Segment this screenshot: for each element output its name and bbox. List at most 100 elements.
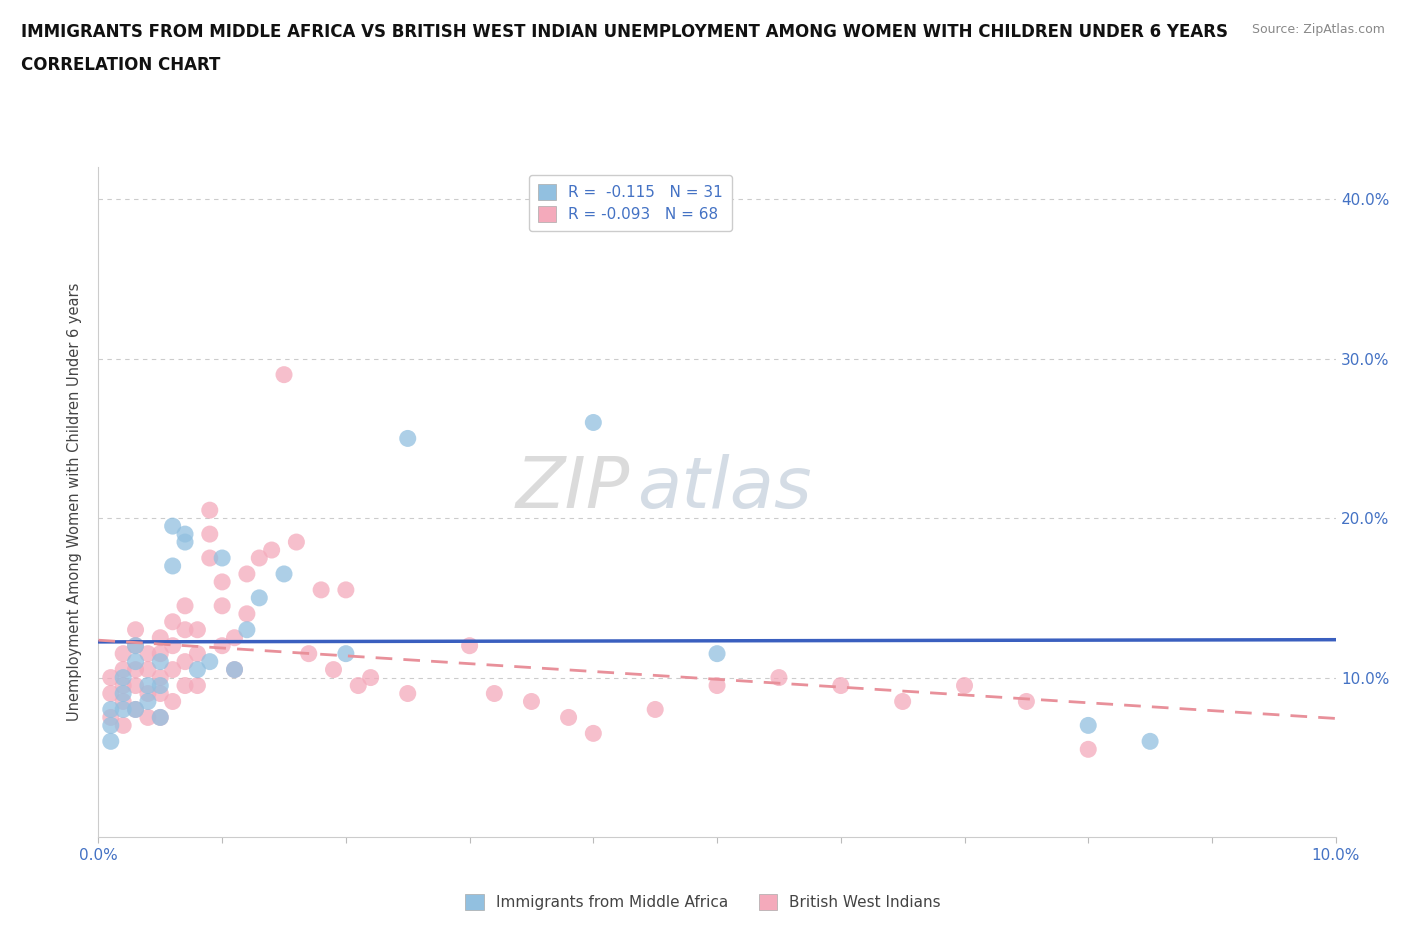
Point [706, 646, 728, 661]
Point [830, 678, 852, 693]
Point [211, 598, 233, 613]
Point [162, 615, 184, 630]
Point [112, 718, 135, 733]
Point [112, 702, 135, 717]
Point [186, 662, 208, 677]
Point [335, 582, 357, 597]
Point [211, 638, 233, 653]
Point [224, 662, 246, 677]
Point [100, 710, 122, 724]
Point [236, 622, 259, 637]
Point [224, 631, 246, 645]
Point [260, 542, 283, 557]
Point [273, 566, 295, 581]
Point [484, 686, 506, 701]
Point [124, 702, 146, 717]
Point [149, 671, 172, 685]
Point [124, 662, 146, 677]
Point [198, 551, 221, 565]
Point [174, 535, 197, 550]
Point [136, 710, 159, 724]
Point [198, 654, 221, 669]
Point [520, 694, 543, 709]
Point [891, 694, 914, 709]
Point [149, 686, 172, 701]
Point [149, 678, 172, 693]
Text: IMMIGRANTS FROM MIDDLE AFRICA VS BRITISH WEST INDIAN UNEMPLOYMENT AMONG WOMEN WI: IMMIGRANTS FROM MIDDLE AFRICA VS BRITISH… [21, 23, 1227, 41]
Point [198, 503, 221, 518]
Point [322, 662, 344, 677]
Point [124, 702, 146, 717]
Point [360, 671, 382, 685]
Point [136, 646, 159, 661]
Point [198, 526, 221, 541]
Point [1077, 742, 1099, 757]
Text: CORRELATION CHART: CORRELATION CHART [21, 56, 221, 73]
Point [1077, 718, 1099, 733]
Point [298, 646, 321, 661]
Point [335, 646, 357, 661]
Point [247, 551, 270, 565]
Point [236, 606, 259, 621]
Point [582, 726, 605, 741]
Point [149, 631, 172, 645]
Point [582, 415, 605, 430]
Point [247, 591, 270, 605]
Point [186, 678, 208, 693]
Point [1015, 694, 1038, 709]
Point [557, 710, 579, 724]
Point [706, 678, 728, 693]
Point [211, 575, 233, 590]
Point [136, 686, 159, 701]
Point [100, 702, 122, 717]
Legend: Immigrants from Middle Africa, British West Indians: Immigrants from Middle Africa, British W… [457, 886, 949, 918]
Point [162, 638, 184, 653]
Point [347, 678, 370, 693]
Point [112, 662, 135, 677]
Point [149, 710, 172, 724]
Point [186, 622, 208, 637]
Point [174, 622, 197, 637]
Point [112, 686, 135, 701]
Point [100, 734, 122, 749]
Text: atlas: atlas [637, 455, 811, 524]
Point [149, 654, 172, 669]
Y-axis label: Unemployment Among Women with Children Under 6 years: Unemployment Among Women with Children U… [67, 283, 83, 722]
Point [124, 622, 146, 637]
Point [768, 671, 790, 685]
Point [112, 694, 135, 709]
Text: Source: ZipAtlas.com: Source: ZipAtlas.com [1251, 23, 1385, 36]
Point [136, 694, 159, 709]
Point [396, 431, 419, 445]
Point [136, 678, 159, 693]
Point [174, 526, 197, 541]
Point [149, 710, 172, 724]
Point [273, 367, 295, 382]
Point [162, 694, 184, 709]
Point [124, 638, 146, 653]
Point [174, 678, 197, 693]
Point [1139, 734, 1161, 749]
Point [162, 519, 184, 534]
Point [149, 646, 172, 661]
Point [162, 662, 184, 677]
Point [644, 702, 666, 717]
Point [124, 654, 146, 669]
Point [396, 686, 419, 701]
Point [112, 671, 135, 685]
Point [162, 559, 184, 574]
Point [174, 654, 197, 669]
Text: ZIP: ZIP [516, 455, 630, 524]
Point [112, 646, 135, 661]
Point [100, 671, 122, 685]
Point [236, 566, 259, 581]
Point [124, 678, 146, 693]
Point [211, 551, 233, 565]
Point [953, 678, 976, 693]
Point [112, 678, 135, 693]
Point [224, 662, 246, 677]
Point [124, 638, 146, 653]
Point [136, 662, 159, 677]
Point [285, 535, 308, 550]
Point [186, 646, 208, 661]
